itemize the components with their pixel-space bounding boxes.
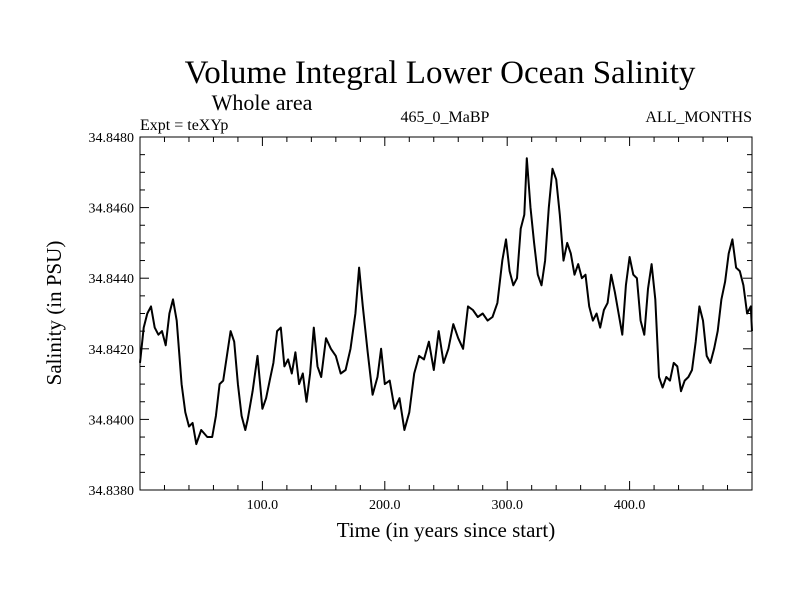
x-tick-label: 300.0 (491, 498, 523, 513)
x-tick-label: 200.0 (369, 498, 401, 513)
chart-title: Volume Integral Lower Ocean Salinity (185, 55, 696, 91)
plot-frame (139, 136, 753, 491)
y-axis-tick-labels: 34.8380 34.8400 34.8420 34.8440 34.8460 34.84… (89, 131, 135, 499)
salinity-series-line (139, 157, 753, 446)
y-tick-label: 34.8380 (89, 484, 135, 499)
x-tick-label: 400.0 (614, 498, 646, 513)
x-tick-label: 100.0 (247, 498, 279, 513)
period-label: ALL_MONTHS (645, 109, 752, 126)
x-axis-label: Time (in years since start) (337, 518, 556, 542)
y-tick-label: 34.8460 (89, 202, 135, 217)
y-axis-label: Salinity (in PSU) (42, 241, 66, 386)
y-tick-label: 34.8420 (89, 343, 135, 358)
x-axis-ticks (163, 137, 729, 490)
y-tick-label: 34.8480 (89, 131, 135, 146)
y-axis-ticks (140, 136, 752, 491)
y-tick-label: 34.8440 (89, 272, 135, 287)
chart-subtitle: Whole area (212, 90, 313, 115)
run-label: 465_0_MaBP (401, 109, 490, 126)
experiment-label: Expt = teXYp (140, 117, 228, 134)
x-axis-tick-labels: 100.0 200.0 300.0 400.0 (247, 498, 646, 513)
y-tick-label: 34.8400 (89, 413, 135, 428)
